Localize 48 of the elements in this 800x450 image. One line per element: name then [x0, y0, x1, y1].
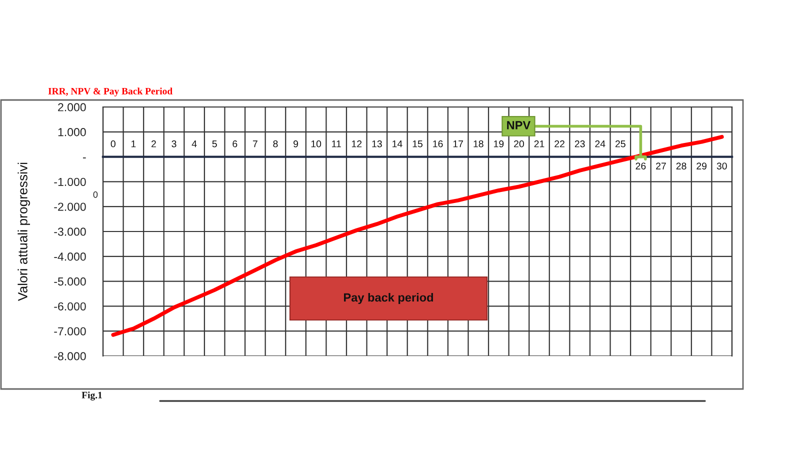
y-tick-label: -4.000: [54, 252, 86, 261]
x-tick-label: 21: [534, 140, 544, 148]
x-tick-label: 4: [192, 140, 197, 148]
x-tick-label: 9: [294, 140, 298, 148]
y-tick-label: -5.000: [54, 277, 86, 286]
x-tick-label: 18: [474, 140, 484, 148]
y-tick-label: 1.000: [58, 128, 86, 136]
x-tick-label: 20: [514, 140, 524, 148]
x-tick-label: 16: [433, 140, 443, 148]
x-tick-label: 29: [696, 162, 707, 170]
x-tick-label: 22: [554, 140, 564, 148]
x-tick-label: 14: [392, 140, 402, 148]
x-tick-label: 6: [232, 140, 238, 148]
x-tick-label: 5: [212, 140, 217, 148]
x-tick-label: 30: [716, 162, 727, 170]
y-tick-label: -3.000: [54, 228, 86, 236]
x-tick-label: 23: [574, 140, 585, 148]
x-tick-label: 26: [636, 162, 646, 170]
x-tick-label: 11: [332, 140, 341, 148]
caption: Fig.1: [82, 392, 102, 400]
x-tick-label: 0: [110, 140, 116, 148]
x-tick-label: 27: [656, 162, 666, 170]
y-tick-label: -: [83, 157, 86, 158]
x-tick-label: 28: [676, 162, 686, 170]
annotation: Pay back period: [344, 292, 433, 304]
y-axis-title: Valori attuali progressivi: [18, 162, 30, 301]
x-tick-label: 7: [252, 140, 258, 148]
y-tick-label: -7.000: [54, 327, 86, 336]
x-tick-label: 25: [615, 140, 626, 148]
x-tick-label: 1: [131, 140, 136, 148]
annotation: NPV: [507, 121, 531, 130]
y-tick-label: 2.000: [58, 103, 86, 112]
x-tick-label: 19: [494, 140, 504, 148]
x-tick-label: 17: [453, 140, 463, 148]
x-tick-label: 12: [352, 140, 362, 148]
y-tick-label: -6.000: [54, 302, 86, 310]
x-tick-label: 24: [595, 140, 606, 148]
x-tick-label: 2: [152, 140, 156, 148]
x-tick-label: 13: [372, 140, 382, 148]
x-tick-label: 15: [412, 140, 422, 148]
y-tick-label: -2.000: [54, 202, 86, 211]
x-tick-label: 3: [172, 140, 176, 148]
chart-title: IRR, NPV & Pay Back Period: [48, 88, 172, 96]
x-tick-label: 10: [311, 140, 322, 148]
y-tick-label: -1.000: [54, 178, 86, 186]
y-tick-label: -8.000: [54, 352, 86, 360]
text: 0: [93, 191, 98, 198]
x-tick-label: 8: [273, 140, 278, 148]
